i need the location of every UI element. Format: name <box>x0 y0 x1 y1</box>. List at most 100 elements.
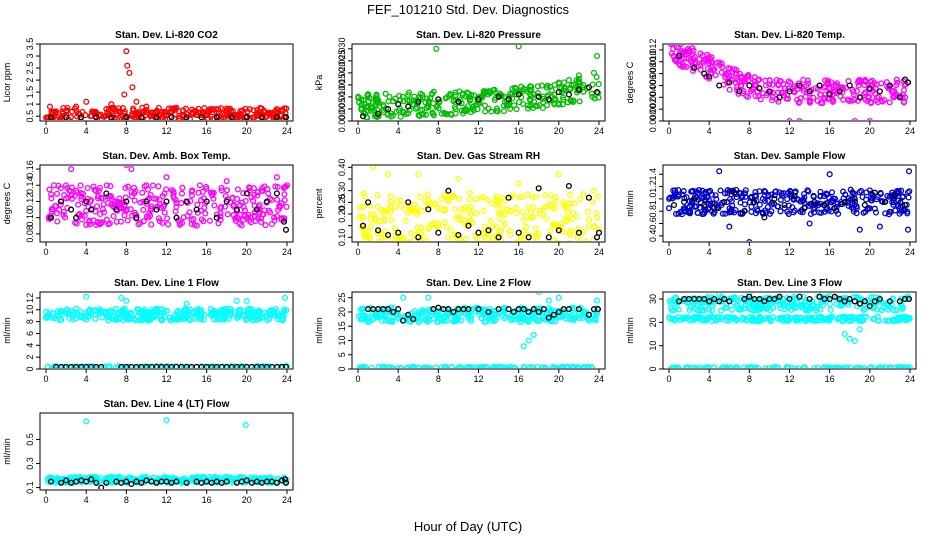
data-point <box>251 191 258 198</box>
data-point <box>462 105 469 112</box>
points-layer <box>44 417 290 489</box>
data-point <box>856 295 863 302</box>
data-point <box>380 103 387 110</box>
data-point <box>545 96 552 103</box>
data-point <box>771 195 778 202</box>
data-point <box>702 196 709 203</box>
data-point <box>372 215 379 222</box>
data-point <box>142 311 149 318</box>
data-point <box>795 365 802 368</box>
data-point <box>443 224 450 231</box>
data-point <box>253 110 260 117</box>
data-point <box>515 91 522 98</box>
data-point <box>534 246 539 251</box>
data-point <box>456 195 463 203</box>
y-tick-label: 0.8 <box>648 205 658 218</box>
data-point <box>836 295 843 303</box>
data-point <box>462 108 469 115</box>
data-point <box>871 80 878 87</box>
data-point <box>555 364 562 368</box>
data-point <box>68 206 75 213</box>
data-point <box>893 82 900 89</box>
data-point <box>170 105 177 112</box>
data-point <box>836 302 844 309</box>
data-point <box>716 293 723 298</box>
data-point <box>851 96 858 103</box>
data-point <box>141 363 148 368</box>
data-point <box>764 203 771 211</box>
data-point <box>367 211 374 218</box>
data-point <box>434 205 441 212</box>
data-point <box>580 191 587 198</box>
data-point <box>435 220 442 227</box>
data-point <box>133 211 140 219</box>
data-point <box>448 111 455 118</box>
data-point <box>163 417 170 424</box>
data-point <box>422 99 429 106</box>
data-point <box>751 78 758 85</box>
data-point <box>696 56 703 63</box>
data-point <box>370 166 377 171</box>
data-point <box>861 201 868 209</box>
data-point <box>538 82 545 89</box>
data-point <box>709 302 716 309</box>
data-point <box>356 204 363 211</box>
data-point <box>565 182 572 190</box>
data-point <box>123 113 130 120</box>
data-point <box>887 365 894 368</box>
data-point <box>483 196 491 203</box>
data-point <box>889 199 896 206</box>
data-point <box>732 316 740 323</box>
data-point <box>575 72 582 79</box>
x-tick-label: 24 <box>594 247 604 257</box>
data-point <box>864 296 871 304</box>
data-point <box>360 363 367 368</box>
data-point <box>785 78 792 85</box>
data-point <box>183 479 190 486</box>
data-point <box>593 210 600 217</box>
data-point <box>259 314 266 321</box>
data-point <box>397 364 404 368</box>
data-point <box>841 298 848 305</box>
data-point <box>360 109 367 116</box>
data-point <box>441 219 448 226</box>
data-point <box>836 84 843 92</box>
data-point <box>529 194 536 201</box>
data-point <box>691 203 698 210</box>
data-point <box>830 97 837 104</box>
data-point <box>866 85 873 92</box>
data-point <box>547 227 554 234</box>
data-point <box>47 314 55 321</box>
points-layer <box>45 166 291 233</box>
data-point <box>716 59 723 66</box>
data-point <box>898 187 905 194</box>
data-point <box>840 294 847 302</box>
data-point <box>705 306 713 313</box>
data-point <box>701 190 708 197</box>
series-2 <box>47 190 290 233</box>
data-point <box>530 365 537 368</box>
data-point <box>173 104 180 111</box>
y-axis-label: ml/min <box>314 317 324 344</box>
data-point <box>414 224 421 231</box>
y-tick-label: 25 <box>337 293 347 303</box>
data-point <box>107 476 115 483</box>
data-point <box>495 234 502 241</box>
data-point <box>394 311 401 318</box>
series-2 <box>666 313 913 325</box>
data-point <box>579 314 586 321</box>
data-point <box>203 198 210 205</box>
data-point <box>742 193 749 200</box>
data-point <box>139 314 146 321</box>
data-point <box>547 192 554 199</box>
data-point <box>121 305 128 312</box>
y-axis-label: ml/min <box>625 190 635 217</box>
data-point <box>668 50 675 57</box>
data-point <box>374 313 382 320</box>
data-point <box>361 193 368 200</box>
data-point <box>738 73 745 80</box>
data-point <box>501 211 508 218</box>
data-point <box>737 83 744 90</box>
data-point <box>853 88 861 95</box>
data-point <box>904 79 912 86</box>
